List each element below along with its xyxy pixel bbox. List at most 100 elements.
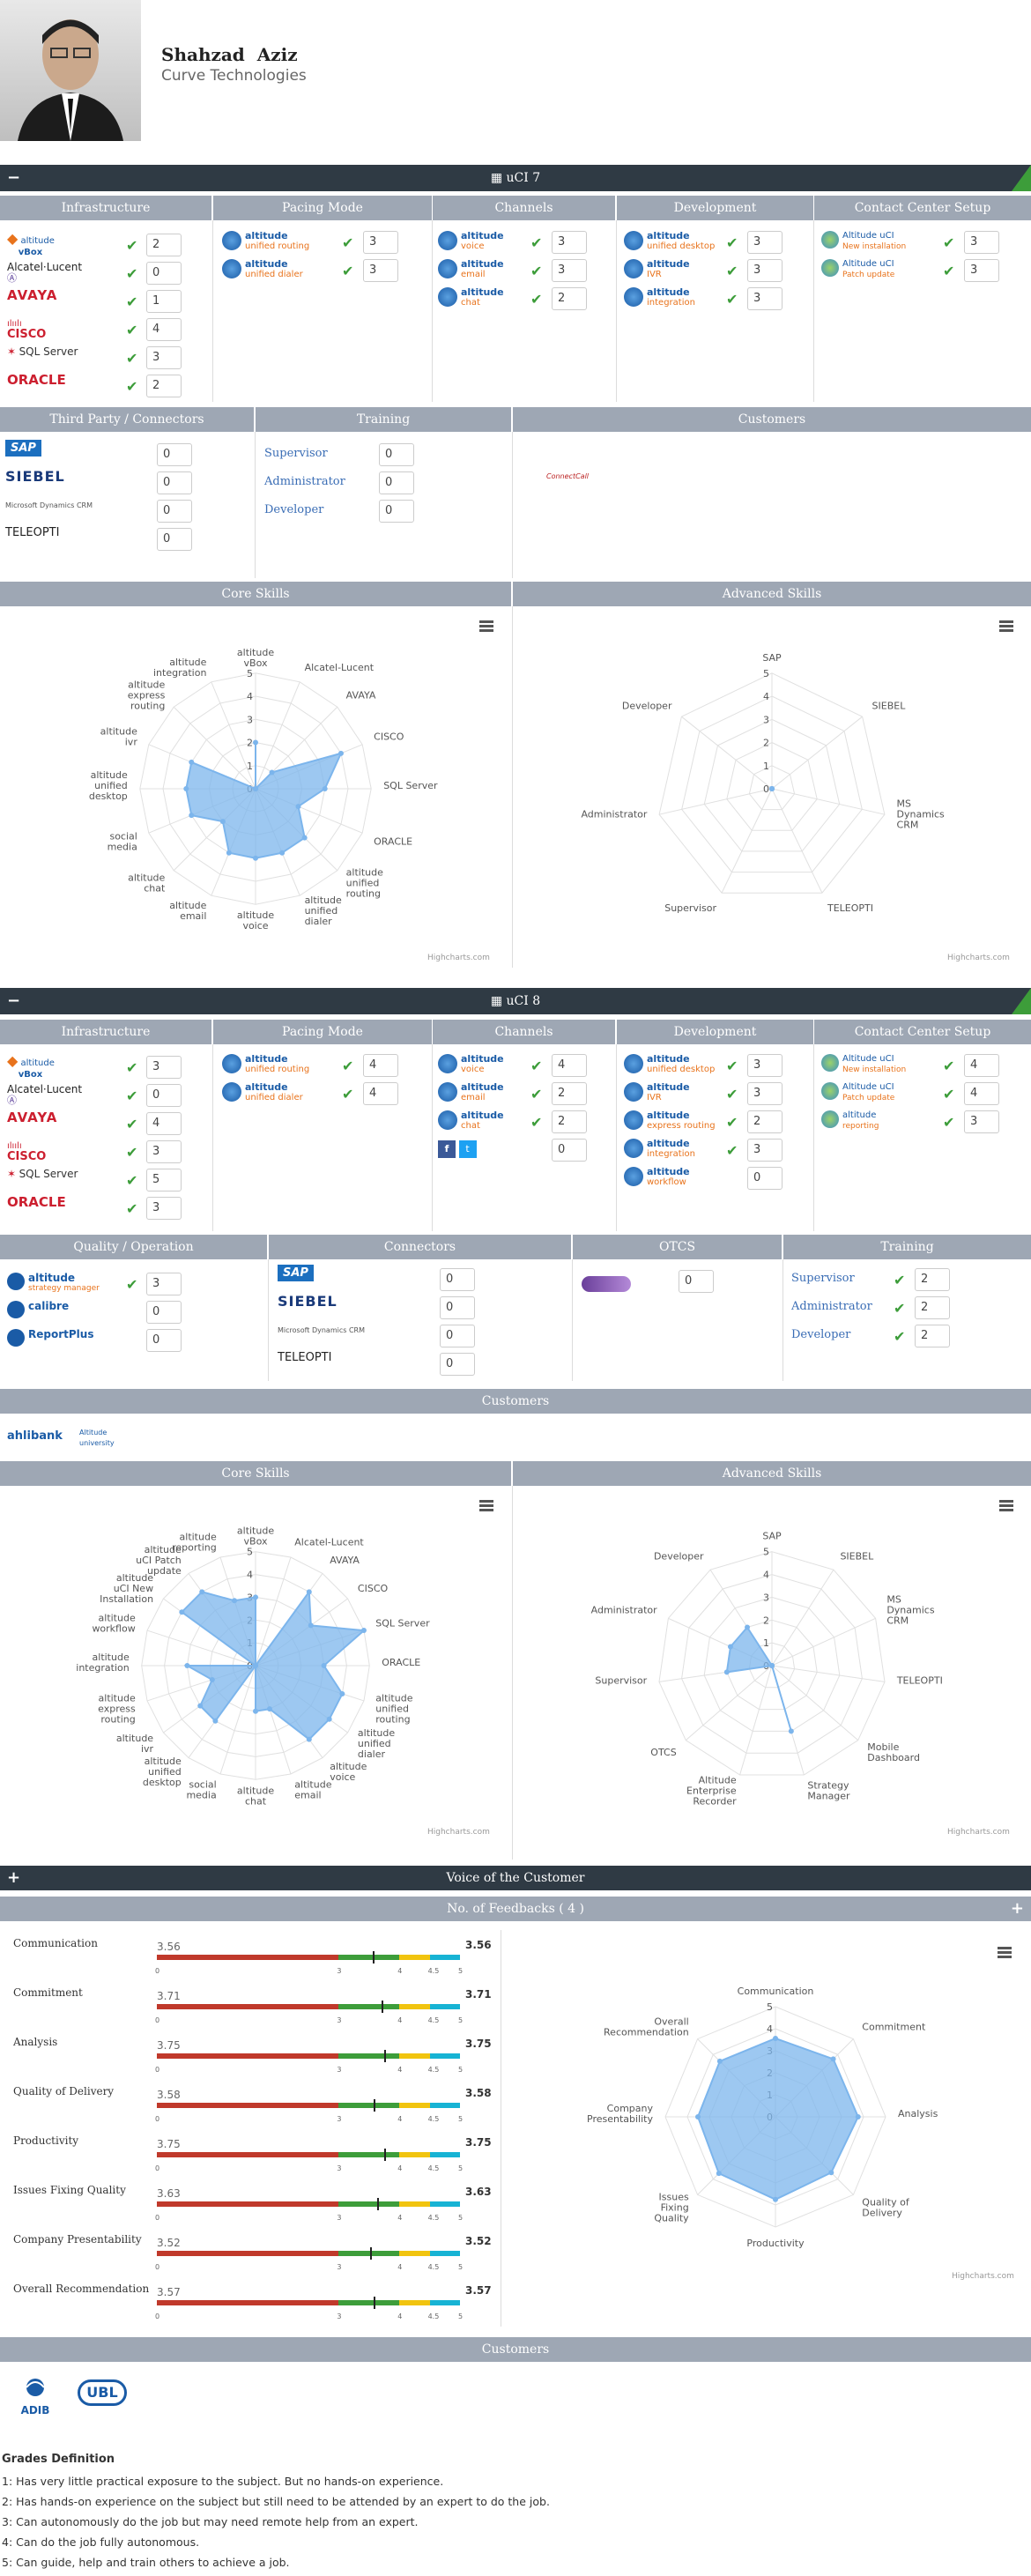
- score-input[interactable]: 0: [379, 500, 414, 523]
- data-point[interactable]: [326, 1716, 332, 1722]
- score-input[interactable]: 5: [146, 1169, 182, 1191]
- score-input[interactable]: 0: [440, 1325, 475, 1347]
- score-input[interactable]: 0: [552, 1139, 587, 1162]
- data-point[interactable]: [855, 2114, 861, 2119]
- score-input[interactable]: 0: [146, 262, 182, 285]
- data-point[interactable]: [301, 835, 308, 841]
- data-point[interactable]: [226, 850, 232, 856]
- data-point[interactable]: [337, 750, 344, 756]
- score-input[interactable]: 4: [964, 1054, 999, 1077]
- data-point[interactable]: [212, 1718, 219, 1724]
- score-input[interactable]: 4: [146, 1112, 182, 1135]
- score-input[interactable]: 0: [157, 500, 192, 523]
- training-supervisor[interactable]: Supervisor: [791, 1272, 855, 1285]
- chart-menu-icon[interactable]: [999, 1498, 1013, 1513]
- score-input[interactable]: 2: [552, 287, 587, 310]
- score-input[interactable]: 4: [363, 1054, 398, 1077]
- data-point[interactable]: [269, 769, 275, 776]
- score-input[interactable]: 2: [552, 1110, 587, 1133]
- score-input[interactable]: 3: [964, 231, 999, 254]
- data-point[interactable]: [199, 1589, 205, 1595]
- score-input[interactable]: 3: [146, 346, 182, 369]
- data-point[interactable]: [727, 1644, 733, 1650]
- score-input[interactable]: 3: [747, 1139, 783, 1162]
- collapse-icon[interactable]: −: [7, 168, 21, 187]
- score-input[interactable]: 0: [379, 443, 414, 466]
- score-input[interactable]: 2: [146, 234, 182, 256]
- data-point[interactable]: [189, 813, 195, 819]
- data-point[interactable]: [769, 786, 775, 791]
- data-point[interactable]: [295, 804, 301, 810]
- score-input[interactable]: 4: [552, 1054, 587, 1077]
- training-administrator[interactable]: Administrator: [264, 475, 345, 488]
- score-input[interactable]: 3: [747, 231, 783, 254]
- highcharts-credit[interactable]: Highcharts.com: [947, 1828, 1010, 1837]
- highcharts-credit[interactable]: Highcharts.com: [952, 2272, 1014, 2281]
- data-point[interactable]: [723, 1669, 730, 1675]
- score-input[interactable]: 0: [146, 1084, 182, 1107]
- data-point[interactable]: [197, 1703, 204, 1709]
- data-point[interactable]: [308, 1622, 314, 1629]
- data-point[interactable]: [828, 2170, 834, 2176]
- score-input[interactable]: 0: [747, 1167, 783, 1190]
- data-point[interactable]: [306, 1736, 312, 1742]
- training-developer[interactable]: Developer: [791, 1328, 851, 1341]
- chart-menu-icon[interactable]: [479, 619, 493, 634]
- data-point[interactable]: [253, 855, 258, 861]
- data-point[interactable]: [179, 1609, 185, 1615]
- highcharts-credit[interactable]: Highcharts.com: [427, 954, 490, 962]
- highcharts-credit[interactable]: Highcharts.com: [947, 954, 1010, 962]
- score-input[interactable]: 4: [964, 1082, 999, 1105]
- data-point[interactable]: [745, 1624, 751, 1630]
- data-point[interactable]: [716, 2058, 723, 2064]
- chart-menu-icon[interactable]: [479, 1498, 493, 1513]
- data-point[interactable]: [266, 1706, 272, 1712]
- expand-icon[interactable]: +: [7, 1868, 21, 1887]
- data-point[interactable]: [339, 1690, 345, 1696]
- score-input[interactable]: 2: [915, 1268, 950, 1291]
- score-input[interactable]: 3: [747, 287, 783, 310]
- score-input[interactable]: 0: [440, 1296, 475, 1319]
- data-point[interactable]: [209, 1676, 215, 1682]
- score-input[interactable]: 2: [915, 1296, 950, 1319]
- score-input[interactable]: 3: [747, 259, 783, 282]
- expand-icon[interactable]: +: [1010, 1899, 1024, 1918]
- score-input[interactable]: 1: [146, 290, 182, 313]
- data-point[interactable]: [183, 786, 189, 791]
- score-input[interactable]: 0: [146, 1329, 182, 1352]
- score-input[interactable]: 2: [915, 1325, 950, 1347]
- data-point[interactable]: [830, 2056, 836, 2062]
- score-input[interactable]: 0: [679, 1270, 714, 1293]
- score-input[interactable]: 3: [363, 259, 398, 282]
- training-supervisor[interactable]: Supervisor: [264, 447, 328, 460]
- score-input[interactable]: 3: [146, 1056, 182, 1079]
- training-administrator[interactable]: Administrator: [791, 1300, 872, 1313]
- score-input[interactable]: 3: [146, 1273, 182, 1295]
- collapse-icon[interactable]: −: [7, 991, 21, 1010]
- data-point[interactable]: [321, 1663, 327, 1668]
- data-point[interactable]: [253, 1663, 258, 1668]
- training-developer[interactable]: Developer: [264, 503, 324, 516]
- chart-menu-icon[interactable]: [999, 619, 1013, 634]
- score-input[interactable]: 0: [146, 1301, 182, 1324]
- data-point[interactable]: [189, 759, 195, 765]
- data-point[interactable]: [695, 2114, 701, 2119]
- data-point[interactable]: [184, 1663, 190, 1668]
- score-input[interactable]: 0: [157, 528, 192, 551]
- data-point[interactable]: [716, 2171, 722, 2177]
- data-point[interactable]: [253, 786, 258, 791]
- data-point[interactable]: [253, 739, 258, 746]
- score-input[interactable]: 0: [440, 1353, 475, 1376]
- score-input[interactable]: 3: [747, 1082, 783, 1105]
- score-input[interactable]: 0: [157, 443, 192, 466]
- data-point[interactable]: [773, 2196, 778, 2202]
- score-input[interactable]: 0: [440, 1268, 475, 1291]
- score-input[interactable]: 4: [146, 318, 182, 341]
- score-input[interactable]: 3: [363, 231, 398, 254]
- score-input[interactable]: 3: [747, 1054, 783, 1077]
- score-input[interactable]: 0: [379, 471, 414, 494]
- score-input[interactable]: 3: [146, 1140, 182, 1163]
- data-point[interactable]: [306, 1589, 312, 1595]
- score-input[interactable]: 3: [964, 259, 999, 282]
- data-point[interactable]: [322, 786, 328, 791]
